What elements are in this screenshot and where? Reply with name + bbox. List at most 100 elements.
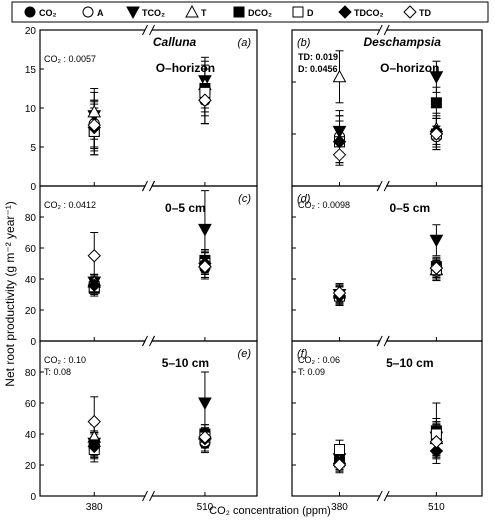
data-point-td-510 xyxy=(198,430,212,444)
panel-f: 380 510 (f) 5–10 cm CO₂ : 0.06 T: 0.09 xyxy=(291,335,483,513)
x-tick-label: 380 xyxy=(86,502,103,513)
series-tco xyxy=(90,371,209,457)
data-point-td-510 xyxy=(198,93,212,107)
series-a xyxy=(335,115,441,158)
y-tick-label: 0 xyxy=(30,182,36,193)
y-tick-label: 20 xyxy=(25,306,37,317)
y-tick-label: 0 xyxy=(30,492,36,503)
series-d xyxy=(335,418,441,460)
x-axis-label: CO₂ concentration (ppm) xyxy=(209,505,331,517)
legend-marker-co xyxy=(24,6,36,18)
series-tco xyxy=(335,421,441,468)
legend-label-tdco: TDCO₂ xyxy=(354,8,384,18)
series-t xyxy=(335,422,441,469)
y-tick-label: 80 xyxy=(25,368,37,379)
series-dco xyxy=(335,402,441,471)
series-t xyxy=(90,250,209,291)
series-tdco xyxy=(335,438,441,472)
species-title: Deschampsia xyxy=(364,35,442,49)
panel-a: 0 5 10 15 20 (a) Calluna O–horizon CO₂ : 0.0057 xyxy=(25,24,258,193)
axis-break-mark xyxy=(142,490,155,502)
data-point-t-380 xyxy=(332,69,347,83)
legend-label-dco: DCO₂ xyxy=(248,8,272,18)
y-tick-label: 15 xyxy=(25,65,37,76)
series-co xyxy=(90,431,209,458)
axis-break-mark xyxy=(142,335,155,347)
panel-letter: (e) xyxy=(238,348,252,360)
series-a xyxy=(335,424,441,471)
series-td xyxy=(90,232,209,280)
panel-letter: (f) xyxy=(297,348,308,360)
series-d xyxy=(335,259,441,306)
y-axis-label: Net root productivity (g m⁻² year⁻¹) xyxy=(3,201,17,386)
panel-letter: (d) xyxy=(297,193,311,205)
y-tick-label: 40 xyxy=(25,275,37,286)
data-point-td-380 xyxy=(332,458,347,472)
data-point-tdco-380 xyxy=(87,439,101,454)
legend-marker-dco xyxy=(233,6,245,18)
series-td xyxy=(335,258,441,303)
y-tick-label: 5 xyxy=(30,143,36,154)
legend-item-td: TD xyxy=(403,5,431,19)
legend-marker-d xyxy=(292,6,304,18)
series-dco xyxy=(90,424,209,458)
panel-letter: (a) xyxy=(238,37,252,49)
stat-annotation: D: 0.0456 xyxy=(298,64,338,74)
stat-annotation: T: 0.08 xyxy=(44,367,71,377)
data-point-td-380 xyxy=(87,414,101,429)
data-point-t-380 xyxy=(87,104,102,118)
series-td xyxy=(90,396,209,447)
series-td xyxy=(335,425,441,474)
data-point-td-510 xyxy=(198,259,212,274)
data-point-tco-510 xyxy=(429,71,444,84)
series-dco xyxy=(335,86,441,164)
legend-item-dco: DCO₂ xyxy=(233,6,272,18)
data-point-tco-510 xyxy=(198,223,212,237)
legend-label-a: A xyxy=(97,8,104,18)
series-d xyxy=(335,117,441,164)
series-co xyxy=(335,424,441,471)
legend-item-tco: TCO₂ xyxy=(126,6,165,20)
y-tick-label: 40 xyxy=(25,430,37,441)
legend-marker-a xyxy=(82,6,94,18)
series-tdco xyxy=(335,258,441,306)
series-tco xyxy=(335,224,441,305)
panel-letter: (c) xyxy=(238,193,251,205)
data-point-td-380 xyxy=(87,118,101,132)
axis-break-mark xyxy=(142,180,155,192)
panel-b: (b) Deschampsia O–horizon TD: 0.019 D: 0.045… xyxy=(291,24,483,192)
series-tdco xyxy=(335,115,441,164)
axis-break-mark xyxy=(376,180,390,192)
legend-item-a: A xyxy=(82,6,104,18)
data-point-dco-510 xyxy=(430,97,442,109)
data-point-td-510 xyxy=(429,261,444,275)
legend-item-t: T xyxy=(185,4,207,18)
stat-annotation: CO₂ : 0.06 xyxy=(298,355,340,365)
series-tdco xyxy=(90,76,209,152)
series-d xyxy=(90,252,209,295)
panel-letter: (b) xyxy=(297,37,311,49)
legend-label-t: T xyxy=(201,8,207,18)
series-td xyxy=(335,117,441,166)
data-point-tdco-510 xyxy=(429,444,444,458)
series-tdco xyxy=(90,252,209,294)
y-tick-label: 60 xyxy=(25,399,37,410)
axis-break-mark xyxy=(376,490,390,502)
panel-c: 0 20 40 60 80 (c) 0–5 cm CO₂ : 0.0412 xyxy=(25,180,258,348)
legend-marker-tdco xyxy=(338,5,352,19)
series-dco xyxy=(335,256,441,305)
y-tick-label: 0 xyxy=(30,337,36,348)
series-co xyxy=(90,76,209,148)
stat-annotation: T: 0.09 xyxy=(298,367,325,377)
axis-break-mark xyxy=(376,335,390,347)
series-dco xyxy=(90,249,209,297)
depth-label: 0–5 cm xyxy=(389,201,430,215)
series-td xyxy=(90,76,209,150)
y-tick-label: 80 xyxy=(25,213,37,224)
stat-annotation: TD: 0.019 xyxy=(298,52,338,62)
data-point-td-380 xyxy=(332,286,347,300)
legend-label-tco: TCO₂ xyxy=(142,8,165,18)
axis-break-mark xyxy=(376,24,390,36)
legend-item-co: CO₂ xyxy=(24,6,57,18)
